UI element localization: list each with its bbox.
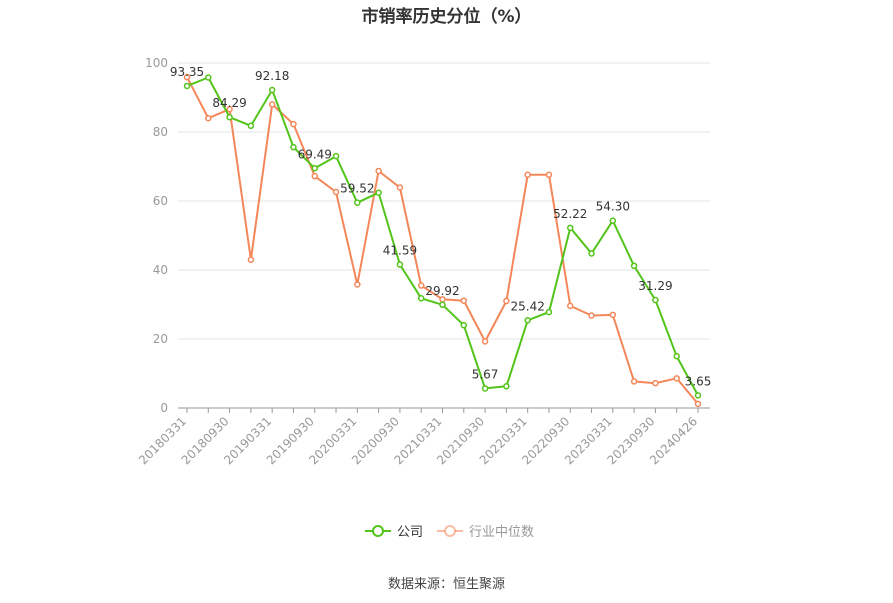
legend-marker (444, 525, 456, 537)
data-point (396, 261, 404, 268)
y-tick-label: 0 (160, 401, 168, 415)
data-label: 31.29 (638, 279, 672, 293)
data-point (396, 184, 404, 191)
data-point (588, 250, 595, 257)
y-tick-label: 20 (153, 332, 168, 346)
data-point (375, 189, 382, 196)
legend: 公司 行业中位数 (365, 525, 534, 540)
data-point (567, 302, 574, 310)
data-point (673, 375, 680, 382)
data-label: 3.65 (685, 374, 712, 388)
data-point (268, 101, 276, 108)
data-label: 92.18 (255, 69, 289, 83)
data-point (332, 188, 340, 196)
data-point (290, 120, 297, 128)
data-point (205, 74, 212, 81)
data-source-note: 数据来源：恒生聚源 (387, 577, 505, 592)
data-point (460, 297, 468, 304)
data-point (673, 353, 680, 360)
data-point (524, 317, 531, 324)
data-point (652, 379, 659, 387)
data-labels-layer: 93.35 84.29 92.18 69.49 59.52 41.59 29.92 5.67 2… (170, 65, 712, 388)
y-axis-tick-labels: 0 20 40 60 80 100 (145, 56, 168, 415)
y-tick-label: 60 (153, 194, 168, 208)
data-point (226, 105, 233, 113)
data-point (503, 383, 510, 390)
x-axis-tick-labels: 2018033120180930201903312019093020200331… (136, 414, 700, 467)
series-layer (183, 73, 702, 408)
data-point (205, 114, 212, 122)
data-label: 52.22 (553, 207, 587, 221)
data-label: 41.59 (383, 244, 417, 258)
data-point (652, 296, 659, 304)
data-point (481, 385, 489, 392)
data-label: 29.92 (425, 284, 459, 298)
data-point (460, 321, 468, 329)
data-label: 59.52 (340, 182, 374, 196)
data-point (609, 311, 617, 319)
y-tick-label: 80 (153, 125, 168, 139)
data-label: 84.29 (212, 96, 246, 110)
y-tick-label: 40 (153, 263, 168, 277)
data-point (311, 172, 318, 180)
data-point (524, 171, 531, 179)
data-point (630, 262, 638, 270)
data-point (354, 199, 361, 206)
data-point (311, 165, 318, 172)
data-point (545, 308, 553, 316)
data-point (588, 312, 595, 319)
legend-item-industry-median[interactable]: 行业中位数 (437, 525, 534, 540)
data-point (226, 113, 233, 121)
data-label: 69.49 (298, 147, 332, 161)
chart-title: 市销率历史分位（%） (361, 7, 532, 27)
data-point (694, 392, 702, 399)
data-point (567, 224, 574, 232)
data-point (268, 86, 276, 94)
legend-item-company[interactable]: 公司 (365, 525, 423, 540)
data-point (630, 378, 638, 385)
data-point (354, 281, 361, 288)
data-point (332, 152, 340, 160)
data-point (417, 282, 425, 289)
data-point (183, 82, 191, 90)
y-tick-label: 100 (145, 56, 168, 70)
data-point (503, 297, 510, 305)
data-label: 5.67 (472, 367, 499, 381)
data-point (694, 400, 702, 408)
series-line-company (186, 76, 699, 396)
data-point (247, 122, 255, 130)
legend-marker (372, 525, 384, 537)
legend-label: 行业中位数 (469, 525, 534, 540)
data-point (439, 301, 446, 309)
data-point (375, 167, 382, 175)
data-label: 54.30 (596, 200, 630, 214)
legend-label: 公司 (397, 525, 423, 540)
data-point (545, 171, 553, 179)
data-point (417, 295, 425, 302)
data-point (183, 73, 191, 81)
axes (178, 407, 710, 413)
data-point (609, 217, 617, 224)
data-point (247, 256, 255, 263)
data-label: 93.35 (170, 65, 204, 79)
data-label: 25.42 (510, 299, 544, 313)
data-point (481, 338, 489, 345)
data-point (290, 143, 297, 151)
